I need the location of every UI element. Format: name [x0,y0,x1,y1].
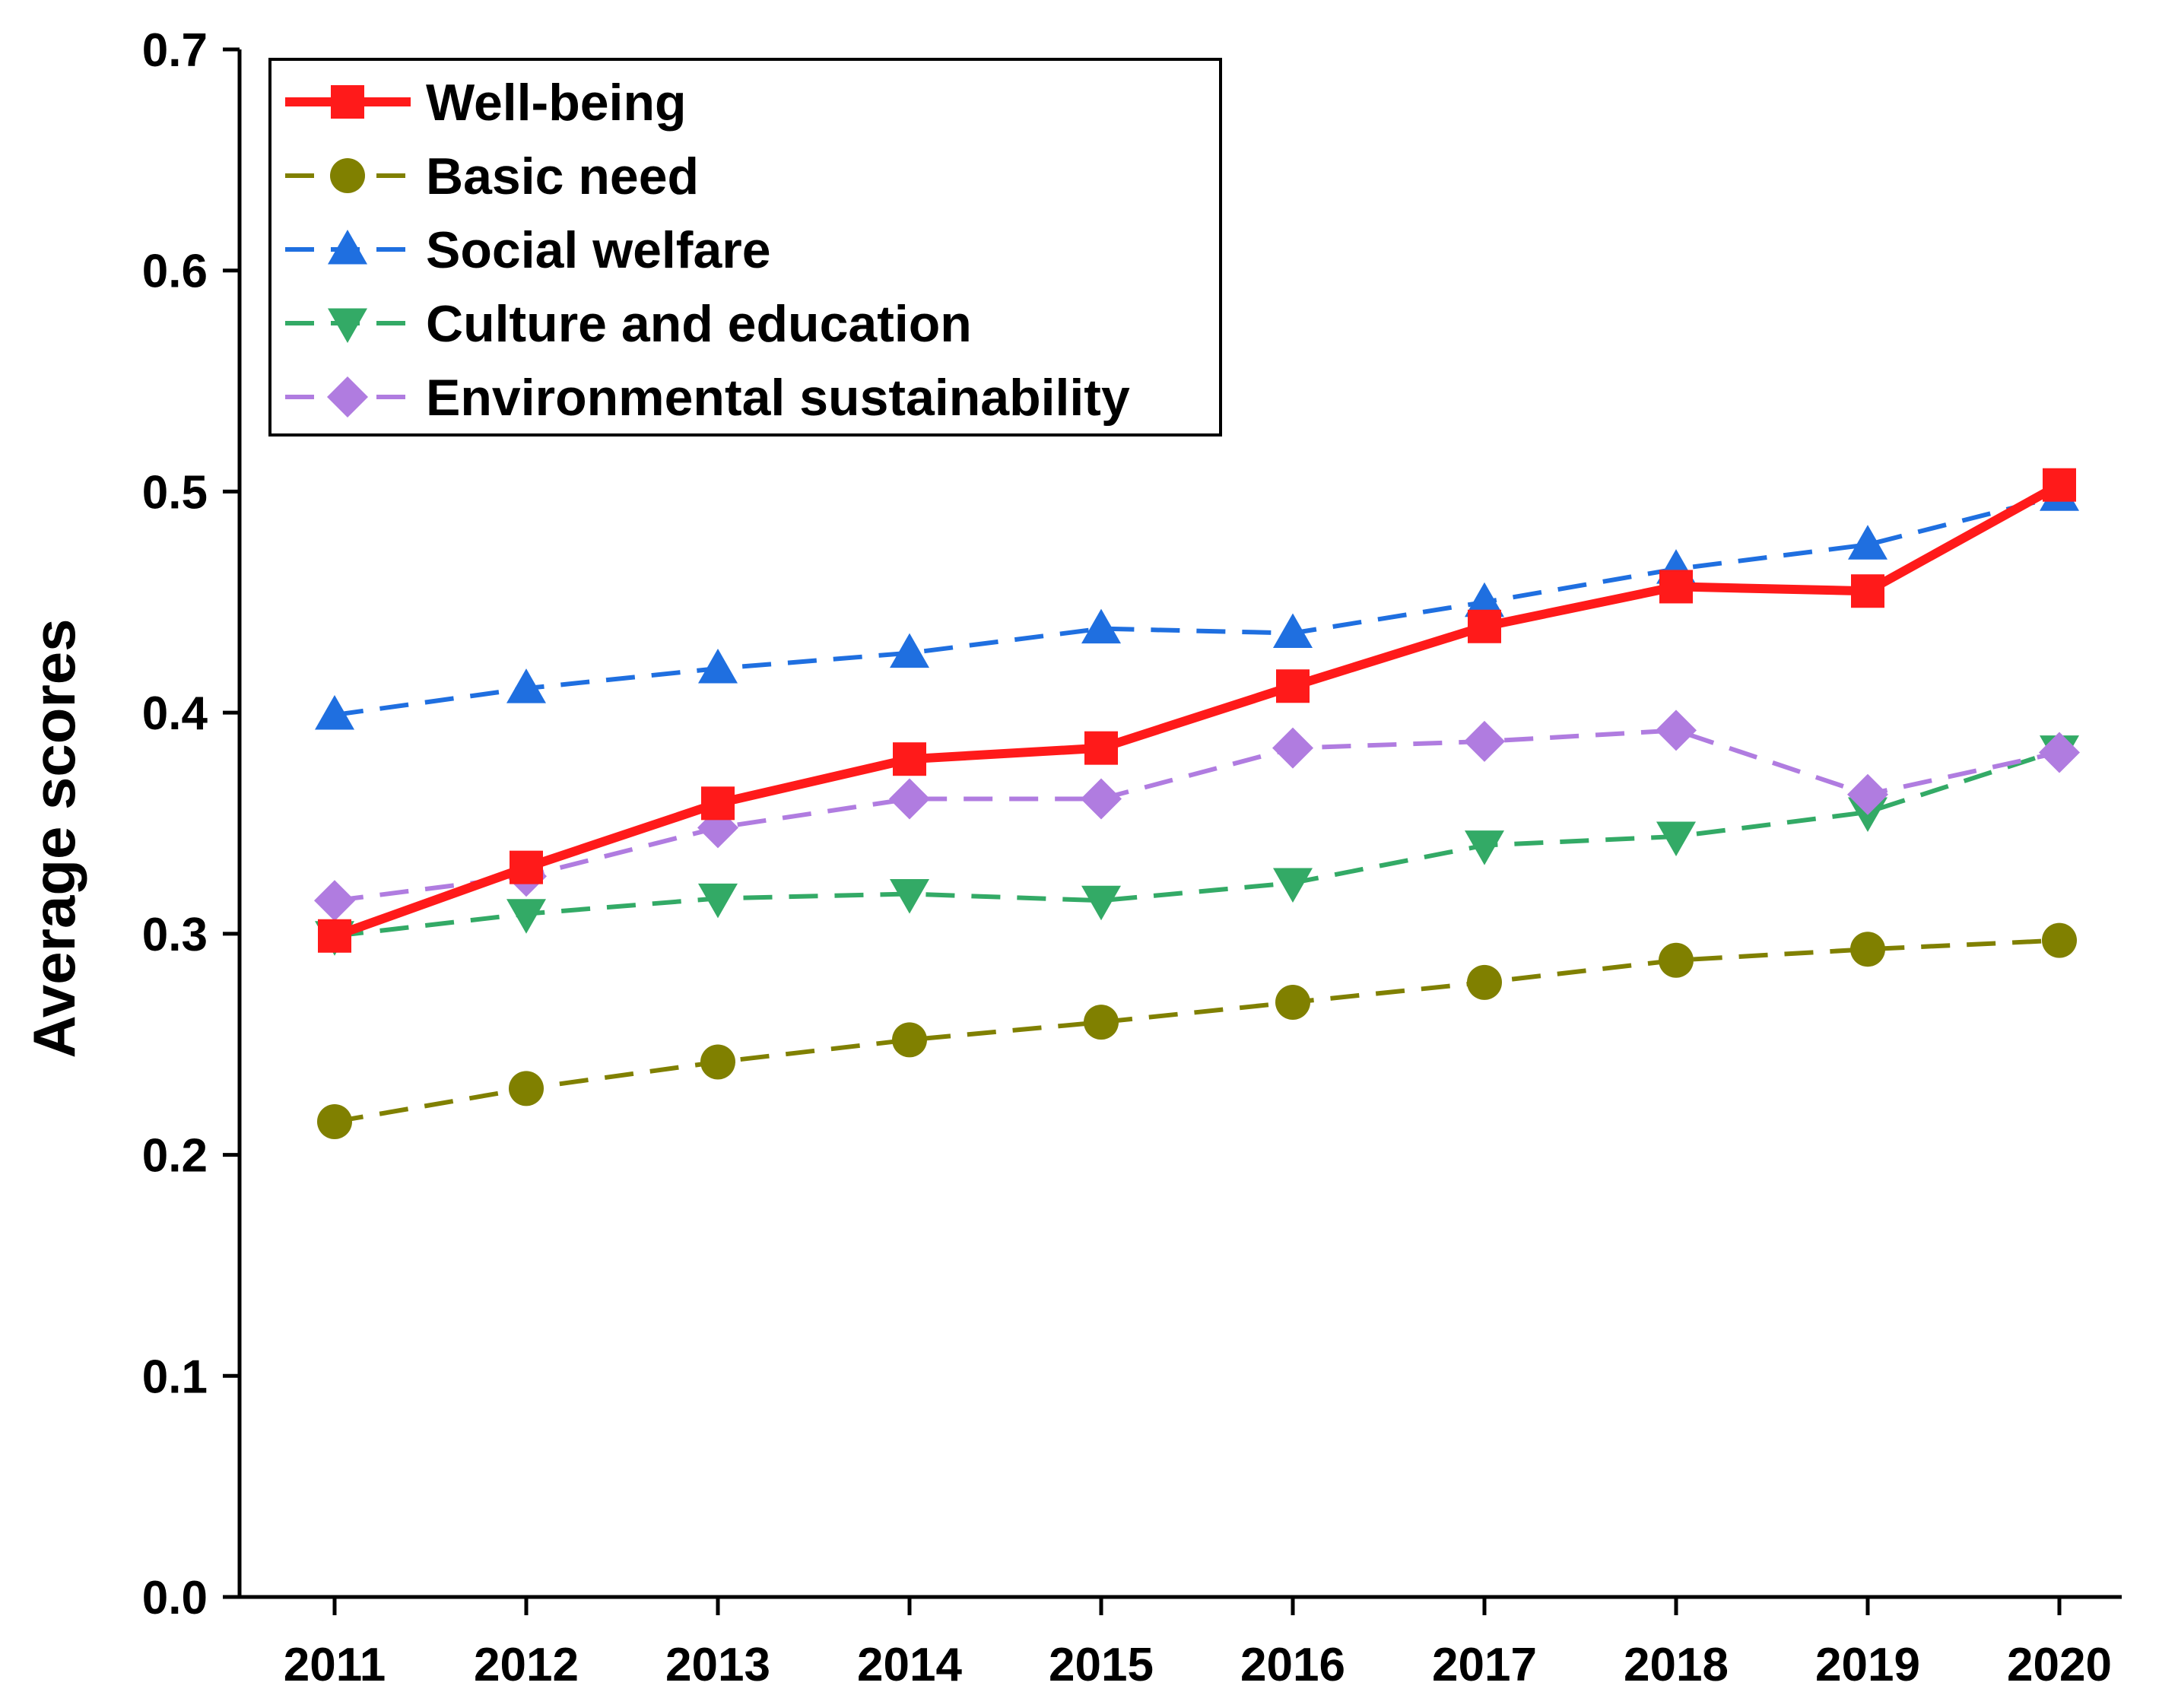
data-point-culture-and-education [1081,885,1121,921]
data-point-basic-need [1659,942,1694,978]
series-social-welfare [315,476,2079,730]
data-point-environmental-sustainability [1847,773,1888,815]
data-point-basic-need [1467,964,1502,1000]
data-point-social-welfare [1273,613,1313,648]
legend-label-culture-and-education: Culture and education [426,295,972,353]
y-tick-label: 0.2 [142,1130,208,1183]
data-point-well-being [318,919,351,953]
x-tick-label: 2016 [1240,1639,1345,1691]
data-point-culture-and-education [890,879,929,914]
y-tick-label: 0.1 [142,1351,208,1403]
data-point-well-being [1084,731,1118,765]
data-point-environmental-sustainability [2039,732,2080,773]
series-line-well-being [332,481,2062,941]
data-point-environmental-sustainability [1272,727,1313,769]
data-point-social-welfare [1848,525,1887,560]
data-point-basic-need [892,1022,927,1058]
legend-label-social-welfare: Social welfare [426,221,771,279]
data-point-well-being [510,850,543,884]
data-point-well-being [2043,468,2076,502]
data-point-culture-and-education [1273,868,1313,903]
data-point-well-being [1468,609,1501,643]
x-tick-label: 2018 [1624,1639,1729,1691]
series-layer [314,468,2080,1139]
legend-label-environmental-sustainability: Environmental sustainability [426,369,1130,427]
y-tick-label: 0.0 [142,1572,208,1624]
legend-item-basic-need: Basic need [285,148,699,205]
data-point-social-welfare [1465,582,1504,617]
data-point-social-welfare [1081,608,1121,644]
x-tick-label: 2017 [1432,1639,1537,1691]
data-point-basic-need [2042,922,2077,958]
legend-marker-environmental-sustainability [327,376,368,417]
axes: 0.0 0.1 0.2 0.3 0.4 0.5 0.6 0.7 2011 2012 2013 2014… [21,24,2122,1691]
data-point-basic-need [700,1044,735,1080]
x-tick-label: 2011 [284,1639,386,1691]
data-point-basic-need [509,1071,544,1106]
data-point-environmental-sustainability [1656,710,1697,751]
y-axis-title: Average scores [21,618,87,1058]
data-point-environmental-sustainability [314,880,355,922]
data-point-well-being [1851,574,1884,608]
data-point-culture-and-education [1465,830,1504,865]
legend: Well-being Basic need Social welfare Cultur… [268,58,1222,437]
data-point-well-being [1276,669,1310,703]
data-point-social-welfare [315,695,354,730]
series-environmental-sustainability [314,710,2080,922]
data-point-social-welfare [506,668,546,703]
data-point-basic-need [1084,1005,1119,1040]
legend-marker-social-welfare [328,230,367,265]
data-point-environmental-sustainability [889,778,930,820]
legend-item-well-being: Well-being [285,74,687,132]
x-tick-label: 2020 [2007,1639,2112,1691]
y-tick-label: 0.3 [142,909,208,961]
series-line-social-welfare [334,494,2060,718]
legend-item-social-welfare: Social welfare [285,221,771,279]
data-point-well-being [701,786,735,821]
legend-marker-culture-and-education [328,308,367,343]
series-well-being [318,468,2076,953]
data-point-well-being [893,742,926,776]
series-line-environmental-sustainability [334,728,2060,903]
x-tick-label: 2012 [474,1639,579,1691]
data-point-well-being [1659,570,1693,604]
x-tick-label: 2014 [857,1639,962,1691]
x-tick-label: 2013 [665,1639,770,1691]
series-basic-need [317,922,2077,1139]
legend-label-well-being: Well-being [426,74,687,132]
data-point-culture-and-education [1656,821,1696,856]
data-point-social-welfare [698,649,738,684]
legend-item-culture-and-education: Culture and education [285,295,972,353]
y-tick-label: 0.5 [142,466,208,519]
x-tick-label: 2019 [1815,1639,1920,1691]
data-point-environmental-sustainability [1464,720,1505,762]
data-point-basic-need [1850,932,1885,967]
y-tick-label: 0.6 [142,246,208,298]
legend-box [268,58,1222,437]
series-line-basic-need [334,938,2060,1124]
series-line-culture-and-education [334,748,2060,938]
legend-marker-basic-need [330,158,365,193]
data-point-culture-and-education [506,899,546,934]
legend-marker-well-being [331,85,364,119]
x-tick-label: 2015 [1049,1639,1154,1691]
data-point-environmental-sustainability [1081,778,1122,820]
data-point-culture-and-education [698,883,738,919]
legend-label-basic-need: Basic need [426,148,699,205]
legend-item-environmental-sustainability: Environmental sustainability [285,369,1130,427]
y-tick-label: 0.4 [142,687,208,740]
data-point-basic-need [1275,984,1310,1020]
y-tick-label: 0.7 [142,24,208,77]
data-point-basic-need [317,1103,352,1139]
data-point-social-welfare [890,633,929,668]
